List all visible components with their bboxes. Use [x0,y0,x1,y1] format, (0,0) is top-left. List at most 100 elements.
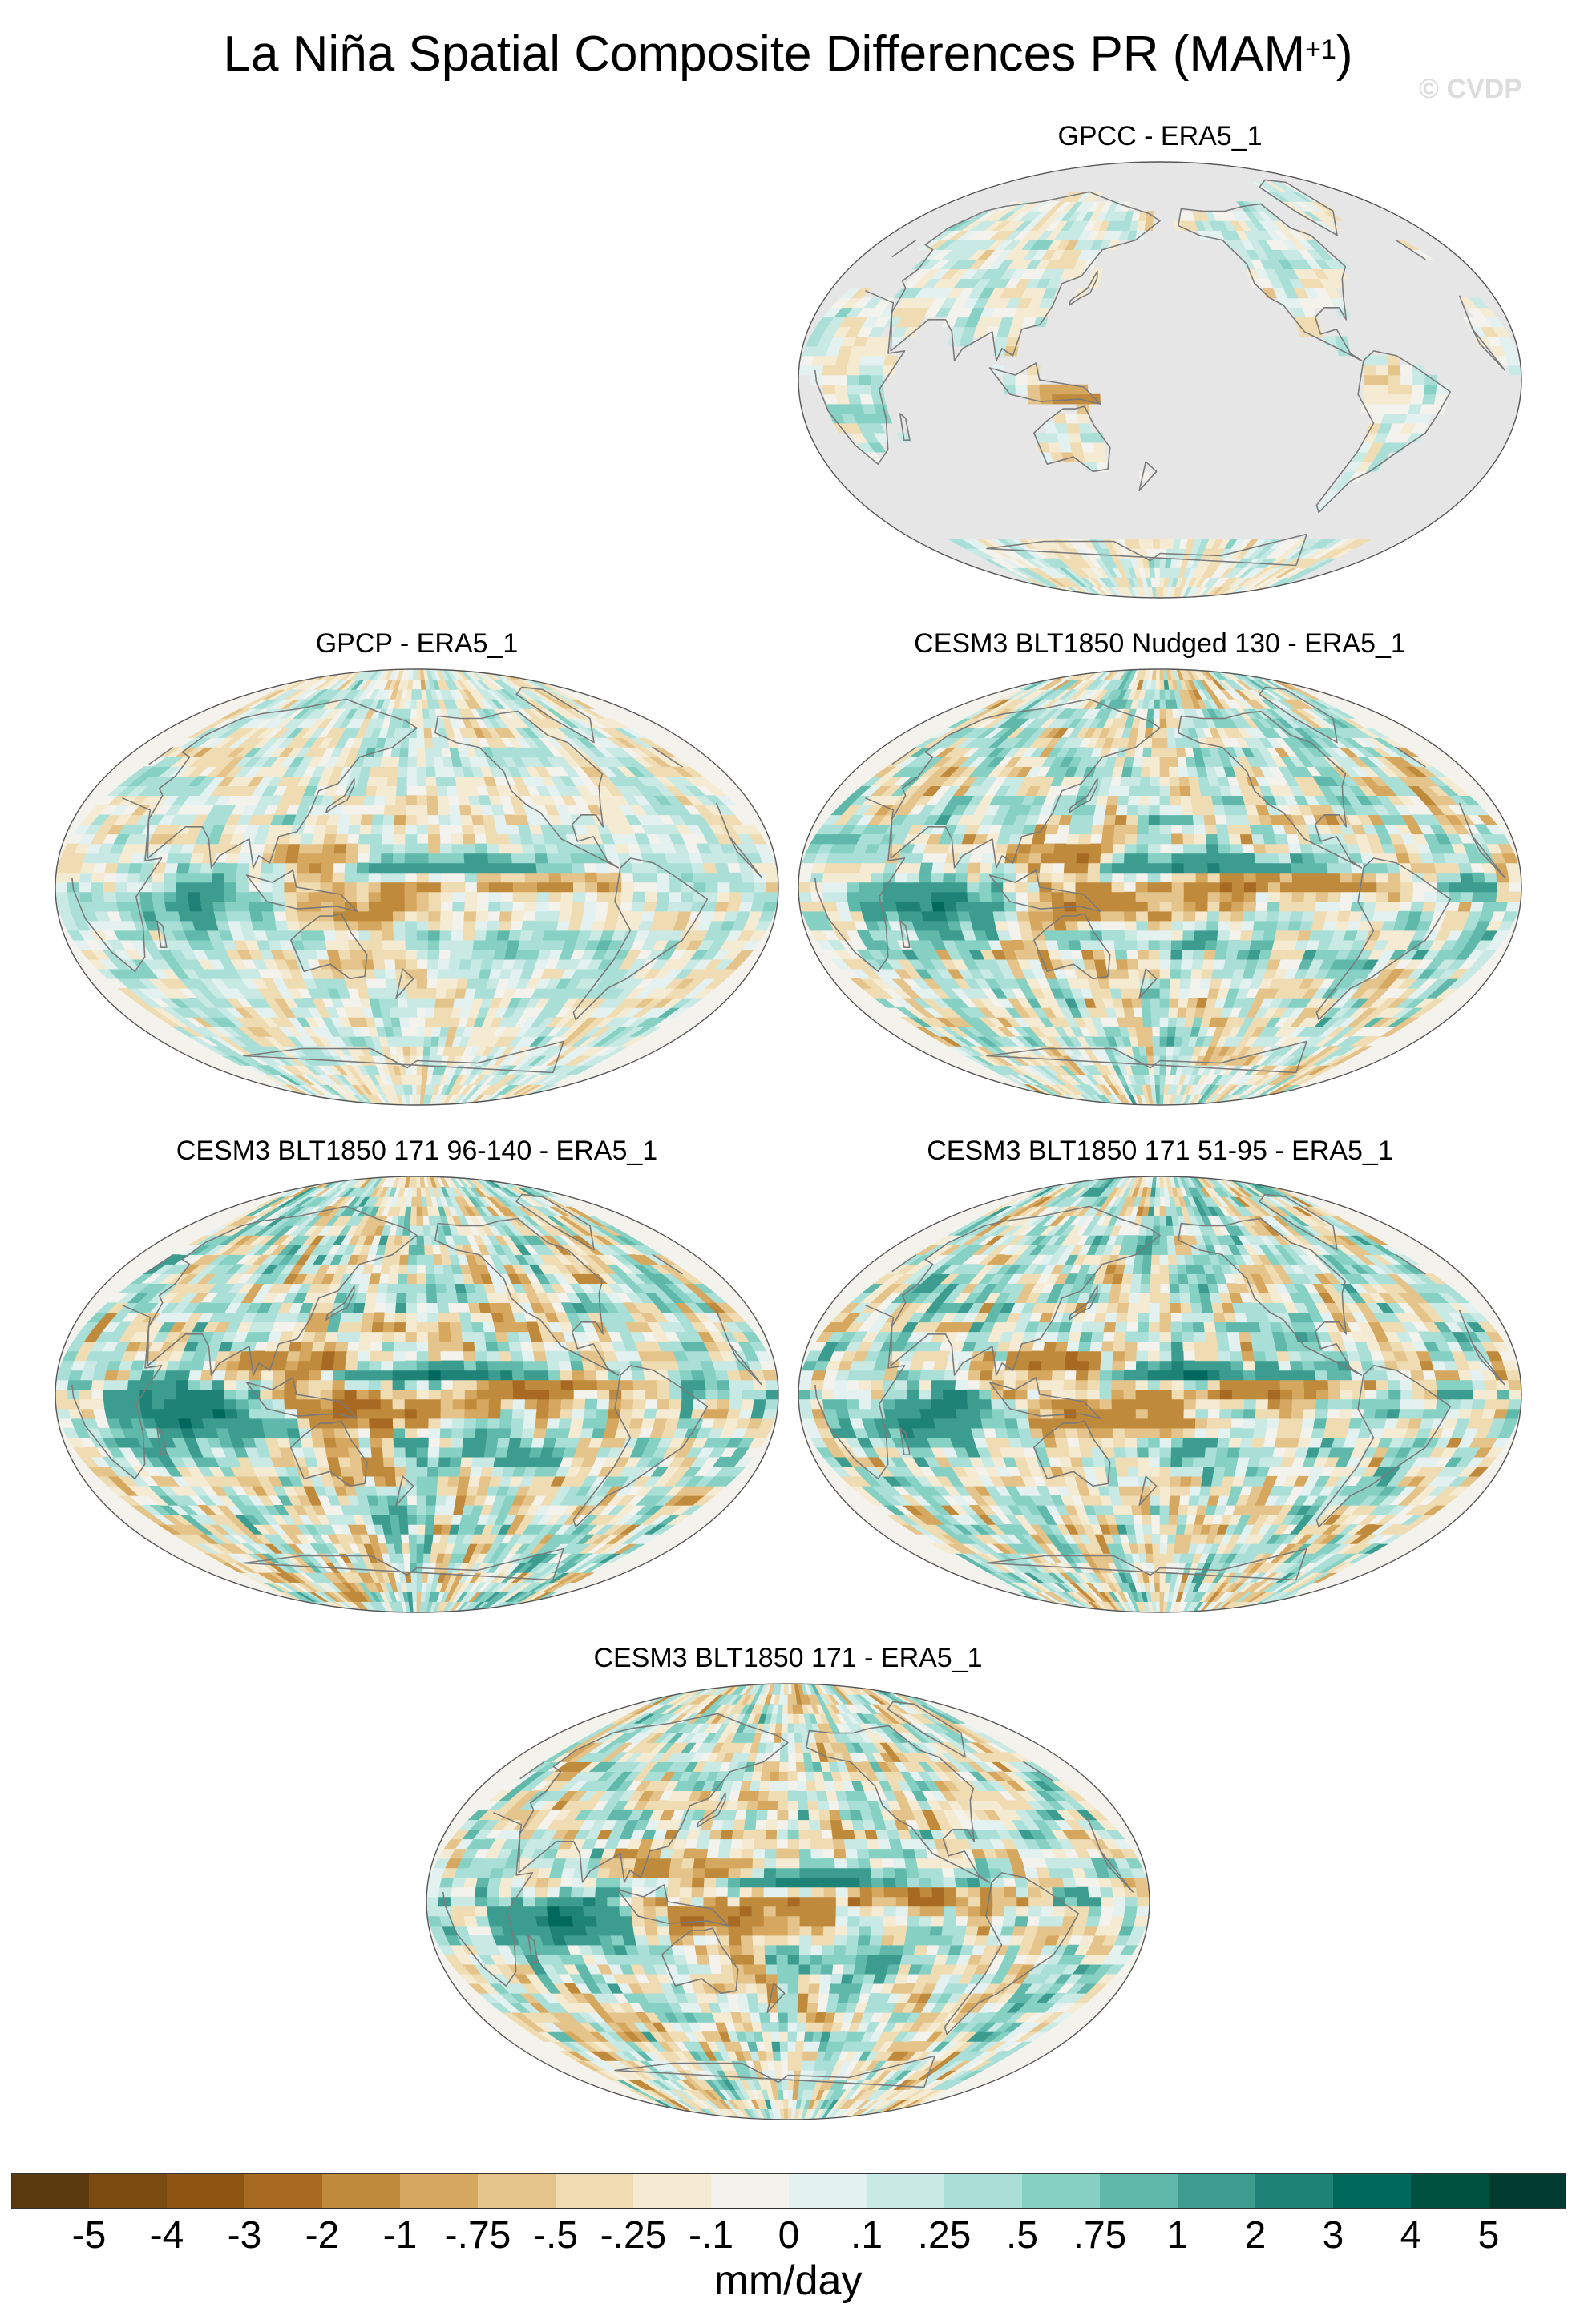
anomaly-cell [741,891,755,902]
anomaly-cell [980,853,996,864]
anomaly-cell [1154,1075,1161,1085]
anomaly-cell [416,689,422,700]
anomaly-cell [1279,862,1293,874]
anomaly-cell [1089,192,1102,202]
anomaly-cell [272,891,285,902]
anomaly-cell [91,882,104,893]
anomaly-cell [152,891,165,902]
anomaly-cell [823,393,839,405]
anomaly-cell [416,853,430,864]
anomaly-cell [325,939,339,950]
anomaly-cell [236,872,249,883]
anomaly-cell [411,1075,418,1085]
anomaly-cell [1089,843,1102,854]
anomaly-cell [959,843,974,854]
anomaly-cell [1254,910,1268,922]
anomaly-cell [273,853,288,864]
anomaly-cell [369,910,382,922]
anomaly-cell [358,930,372,941]
anomaly-cell [1135,862,1149,874]
anomaly-cell [1206,853,1220,864]
anomaly-cell [438,958,451,970]
anomaly-cell [834,872,848,883]
anomaly-cell [1170,939,1183,950]
anomaly-cell [237,910,253,922]
anomaly-cell [416,757,426,767]
anomaly-cell [426,958,439,970]
anomaly-cell [798,882,811,893]
anomaly-cell [449,814,463,825]
anomaly-cell [298,843,313,854]
anomaly-cell [1052,853,1066,864]
anomaly-cell [1088,910,1101,922]
anomaly-cell [404,901,418,912]
anomaly-cell [895,901,910,912]
anomaly-cell [463,843,477,854]
anomaly-cell [1303,891,1317,902]
anomaly-cell [1315,872,1329,883]
anomaly-cell [404,862,418,874]
anomaly-cell [248,891,261,902]
anomaly-cell [822,384,836,395]
anomaly-cell [416,939,429,950]
anomaly-cell [380,757,392,767]
anomaly-cell [931,891,944,902]
anomaly-cell [883,355,898,366]
anomaly-cell [405,824,418,835]
coastline-japan [1069,270,1098,306]
anomaly-cell [1364,872,1377,883]
anomaly-cell [374,795,386,806]
anomaly-cell [416,920,430,931]
anomaly-cell [1075,872,1089,883]
anomaly-cell [1422,862,1437,874]
anomaly-cell [1129,978,1141,989]
anomaly-cell [1263,930,1277,941]
anomaly-cell [416,843,430,854]
anomaly-cell [394,824,406,835]
anomaly-cell [1143,1027,1153,1037]
anomaly-cell [476,882,490,893]
anomaly-cell [377,776,389,786]
anomaly-cell [425,766,437,777]
anomaly-cell [1376,882,1389,893]
anomaly-cell [1422,393,1437,405]
anomaly-cell [447,968,460,979]
anomaly-cell [1147,891,1161,902]
anomaly-cell [337,814,352,825]
anomaly-cell [870,365,884,376]
anomaly-cell [846,872,860,883]
anomaly-cell [1316,882,1329,893]
anomaly-cell [416,910,430,922]
anomaly-cell [1324,910,1340,922]
anomaly-cell [449,949,463,960]
anomaly-cell [1051,872,1065,883]
anomaly-cell [1326,901,1341,912]
anomaly-cell [1171,843,1184,854]
anomaly-cell [1040,910,1054,922]
anomaly-cell [326,949,341,960]
anomaly-cell [1484,891,1498,902]
anomaly-cell [822,365,836,376]
anomaly-cell [212,891,225,902]
anomaly-cell [822,882,835,893]
anomaly-cell [560,882,574,893]
anomaly-cell [395,785,407,796]
anomaly-field [798,162,1521,598]
anomaly-cell [300,833,314,845]
anomaly-cell [1115,958,1129,970]
anomaly-cell [320,882,333,893]
anomaly-cell [754,882,767,893]
anomaly-cell [1497,882,1510,893]
anomaly-cell [1168,1007,1179,1018]
anomaly-cell [1207,872,1221,883]
anomaly-cell [416,728,425,738]
anomaly-cell [176,901,191,912]
anomaly-cell [1445,862,1461,874]
anomaly-cell [92,901,107,912]
anomaly-cell [1159,939,1172,950]
anomaly-cell [871,393,887,405]
anomaly-cell [1279,891,1293,902]
anomaly-cell [370,939,384,950]
anomaly-cell [1138,1046,1148,1056]
anomaly-cell [339,958,354,970]
